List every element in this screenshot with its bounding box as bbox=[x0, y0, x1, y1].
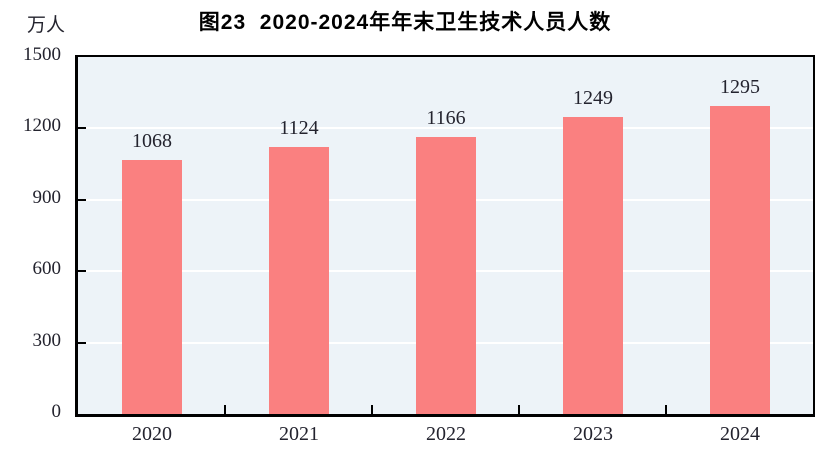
y-tick-label-1200: 1200 bbox=[23, 115, 61, 137]
gridline-y-1200 bbox=[78, 127, 813, 130]
x-tick-label-2021: 2021 bbox=[279, 423, 319, 445]
bar-2024 bbox=[709, 105, 770, 414]
bar-2021 bbox=[268, 146, 329, 414]
y-tick-label-0: 0 bbox=[51, 401, 62, 422]
bar-2022 bbox=[415, 136, 476, 414]
y-tick-mark-1200 bbox=[78, 127, 86, 130]
x-tick-label-2023: 2023 bbox=[573, 423, 613, 445]
x-tick-mark-1 bbox=[224, 405, 226, 414]
bar-value-label-2024: 1295 bbox=[720, 75, 760, 98]
bar-value-label-2020: 1068 bbox=[132, 129, 172, 152]
y-axis-tick-labels: 0 300 600 900 1200 1500 bbox=[0, 45, 67, 422]
x-tick-mark-2 bbox=[371, 405, 373, 414]
x-tick-mark-3 bbox=[518, 405, 520, 414]
y-tick-label-600: 600 bbox=[32, 258, 62, 280]
bar-value-label-2022: 1166 bbox=[426, 106, 466, 129]
bar-2023 bbox=[562, 116, 623, 414]
y-tick-mark-600 bbox=[78, 270, 86, 273]
bar-value-label-2023: 1249 bbox=[573, 86, 613, 109]
x-axis-tick-labels: 2020 2021 2022 2023 2024 bbox=[78, 423, 813, 451]
plot-inner: 1068 1124 1166 1249 1295 bbox=[78, 57, 813, 414]
bar-2020 bbox=[121, 159, 182, 414]
y-tick-label-1500: 1500 bbox=[23, 44, 61, 65]
y-tick-mark-300 bbox=[78, 341, 86, 344]
x-tick-mark-4 bbox=[665, 405, 667, 414]
y-axis-unit-label: 万人 bbox=[27, 15, 66, 36]
plot-area: 1068 1124 1166 1249 1295 bbox=[75, 55, 815, 417]
y-tick-mark-900 bbox=[78, 198, 86, 201]
y-tick-label-300: 300 bbox=[32, 329, 62, 351]
x-tick-label-2022: 2022 bbox=[426, 423, 466, 445]
x-tick-label-2024: 2024 bbox=[720, 423, 760, 445]
y-tick-label-900: 900 bbox=[32, 186, 62, 208]
bar-value-label-2021: 1124 bbox=[279, 116, 319, 139]
x-tick-label-2020: 2020 bbox=[132, 423, 172, 445]
chart-title: 图23 2020-2024年年末卫生技术人员人数 bbox=[198, 11, 612, 34]
